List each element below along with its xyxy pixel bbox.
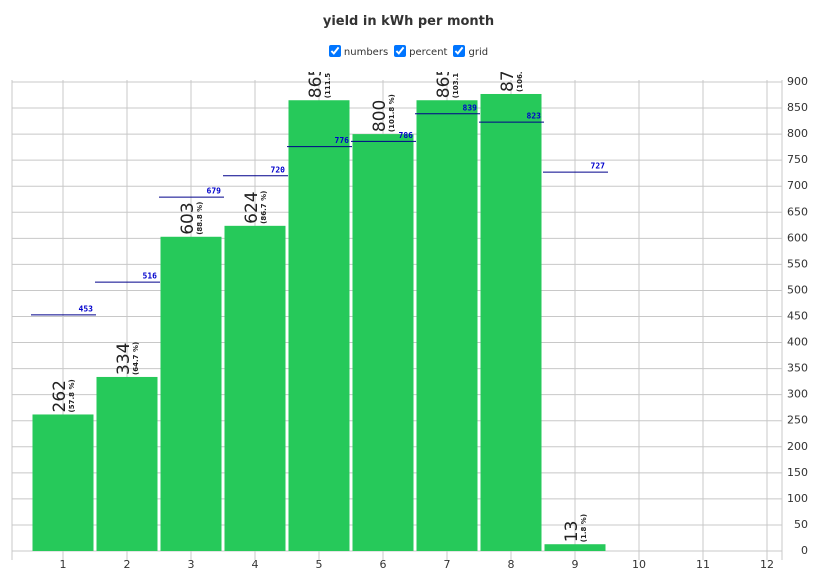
y-tick-label: 700 (787, 179, 808, 192)
percent-label: (111.5 %) (324, 60, 332, 98)
bar (352, 134, 414, 551)
y-tick-label: 300 (787, 388, 808, 401)
y-tick-label: 450 (787, 310, 808, 323)
percent-label: (57.8 %) (68, 379, 76, 412)
labels: 262(57.8 %) 334(64.7 %) 603(88.8 %) 624(86.… (50, 54, 588, 543)
x-tick-label: 7 (444, 558, 451, 571)
target-label: 453 (79, 304, 94, 313)
value-label: 624 (242, 191, 262, 223)
target-label: 727 (591, 162, 606, 171)
x-tick-label: 11 (696, 558, 710, 571)
value-label: 800 (370, 100, 390, 132)
target-label: 516 (143, 272, 158, 281)
percent-label: (1.8 %) (580, 514, 588, 542)
x-tick-label: 5 (316, 558, 323, 571)
target-label: 839 (463, 103, 478, 112)
value-label: 334 (114, 342, 134, 374)
y-tick-label: 250 (787, 414, 808, 427)
x-tick-label: 3 (188, 558, 195, 571)
value-label: 877 (498, 60, 518, 92)
y-tick-label: 900 (787, 75, 808, 88)
target-label: 823 (527, 112, 542, 121)
percent-label: (64.7 %) (132, 342, 140, 375)
checkbox[interactable] (328, 45, 341, 57)
x-tick-label: 12 (760, 558, 774, 571)
control-label: percent (409, 47, 448, 58)
control-label: numbers (343, 47, 389, 58)
x-tick-label: 6 (380, 558, 387, 571)
y-tick-label: 850 (787, 101, 808, 114)
y-tick-label: 650 (787, 205, 808, 218)
bar (416, 100, 478, 551)
y-tick-label: 50 (794, 518, 808, 531)
x-tick-label: 4 (252, 558, 259, 571)
checkbox[interactable] (394, 45, 407, 57)
controls: numbers percent grid (0, 45, 817, 58)
control-label: grid (468, 47, 489, 58)
y-tick-label: 500 (787, 283, 808, 296)
bar (160, 236, 222, 551)
target-label: 776 (335, 136, 350, 145)
percent-label: (88.8 %) (196, 202, 204, 235)
percent-label: (86.7 %) (260, 191, 268, 224)
target-label: 679 (207, 187, 222, 196)
bar (288, 100, 350, 551)
bar (32, 414, 94, 551)
y-tick-label: 350 (787, 362, 808, 375)
bar (224, 225, 286, 551)
value-label: 865 (434, 66, 454, 98)
value-label: 865 (306, 66, 326, 98)
x-tick-label: 9 (572, 558, 579, 571)
x-tick-label: 2 (124, 558, 131, 571)
checkbox[interactable] (453, 45, 466, 57)
target-label: 786 (399, 131, 414, 140)
control[interactable]: numbers (328, 45, 389, 58)
percent-label: (103.1 %) (452, 60, 460, 98)
bar (544, 544, 606, 551)
y-tick-label: 150 (787, 466, 808, 479)
y-tick-label: 800 (787, 127, 808, 140)
control[interactable]: percent (394, 45, 448, 58)
value-label: 13 (562, 521, 582, 543)
x-tick-label: 1 (60, 558, 67, 571)
target-label: 720 (271, 165, 286, 174)
y-tick-label: 100 (787, 492, 808, 505)
y-tick-label: 400 (787, 336, 808, 349)
bar (480, 93, 542, 551)
percent-label: (106.6 %) (516, 54, 524, 92)
value-label: 603 (178, 202, 198, 234)
y-tick-label: 0 (801, 544, 808, 557)
y-tick-label: 750 (787, 153, 808, 166)
chart-title: yield in kWh per month (322, 14, 495, 29)
value-label: 262 (50, 380, 70, 412)
bar (96, 376, 158, 551)
y-tick-label: 550 (787, 257, 808, 270)
y-tick-label: 200 (787, 440, 808, 453)
percent-label: (101.8 %) (388, 94, 396, 132)
x-tick-label: 10 (632, 558, 646, 571)
y-tick-label: 600 (787, 231, 808, 244)
control[interactable]: grid (453, 45, 489, 58)
x-tick-label: 8 (508, 558, 515, 571)
